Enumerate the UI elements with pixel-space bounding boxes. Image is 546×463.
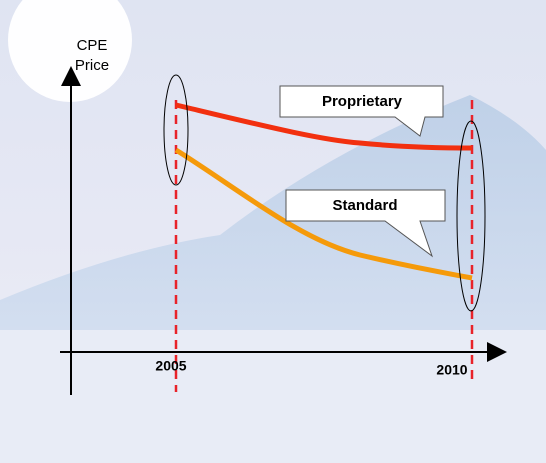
y-label: Price [75,57,109,74]
proprietary-curve [175,102,473,151]
y-label: CPE [77,37,108,54]
callout-label: Proprietary [322,93,403,110]
ground [0,330,546,463]
x-label: 2005 [155,358,186,374]
callout-label: Standard [332,197,397,214]
moon [8,0,132,102]
callout-box [285,189,446,258]
highlight-ellipse [456,120,486,312]
callout-box [279,85,444,137]
highlight-ellipse [163,74,189,186]
standard-curve [174,147,473,281]
x-label: 2010 [436,362,467,378]
